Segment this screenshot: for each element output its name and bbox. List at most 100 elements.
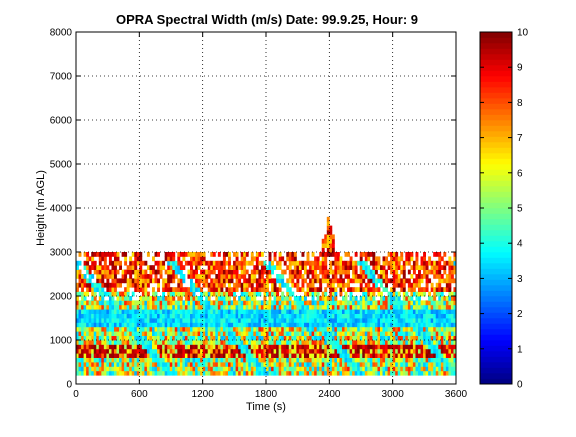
heatmap-cell	[342, 362, 345, 367]
heatmap-cell	[304, 370, 307, 376]
heatmap-cell	[78, 282, 82, 288]
heatmap-cell	[336, 252, 340, 257]
colorbar-swatch	[480, 263, 512, 269]
heatmap-cell	[448, 300, 452, 306]
heatmap-cell	[266, 362, 269, 367]
heatmap-cell	[96, 278, 100, 284]
heatmap-cell	[217, 322, 221, 328]
heatmap-cell	[319, 313, 323, 319]
heatmap-cell	[321, 269, 325, 275]
heatmap-cell	[364, 318, 368, 323]
heatmap-cell	[319, 322, 323, 328]
heatmap-cell	[182, 304, 186, 310]
heatmap-cell	[438, 287, 442, 292]
heatmap-cell	[372, 362, 376, 367]
heatmap-cell	[329, 247, 333, 253]
heatmap-cell	[402, 260, 406, 266]
heatmap-cell	[116, 340, 120, 345]
heatmap-cell	[309, 287, 312, 292]
heatmap-cell	[357, 353, 361, 358]
heatmap-cell	[245, 291, 249, 297]
heatmap-cell	[450, 366, 454, 372]
heatmap-cell	[114, 331, 117, 336]
heatmap-cell	[255, 309, 259, 314]
heatmap-cell	[420, 256, 424, 262]
heatmap-cell	[154, 357, 158, 363]
x-axis-label: Time (s)	[246, 401, 286, 413]
heatmap-cell	[149, 309, 153, 314]
heatmap-cell	[162, 335, 166, 341]
heatmap-cell	[268, 304, 272, 310]
heatmap-cell	[129, 278, 133, 284]
heatmap-cell	[293, 282, 297, 288]
heatmap-cell	[255, 370, 259, 376]
heatmap-cell	[263, 291, 267, 297]
heatmap-cell	[445, 348, 449, 354]
heatmap-cell	[169, 357, 173, 363]
heatmap-cell	[402, 291, 406, 297]
heatmap-cell	[304, 313, 307, 319]
heatmap-cell	[86, 304, 90, 310]
heatmap-cell	[101, 357, 105, 363]
heatmap-cell	[362, 366, 366, 372]
heatmap-cell	[364, 335, 368, 341]
heatmap-cell	[397, 313, 401, 319]
heatmap-cell	[202, 344, 206, 350]
colorbar-swatch	[480, 114, 512, 121]
heatmap-cell	[202, 260, 206, 266]
heatmap-cell	[309, 357, 312, 363]
heatmap-cell	[233, 326, 236, 332]
heatmap-cell	[141, 318, 145, 323]
heatmap-cell	[359, 309, 363, 314]
heatmap-cell	[344, 300, 348, 306]
heatmap-cell	[407, 357, 411, 363]
heatmap-cell	[271, 291, 274, 297]
heatmap-cell	[357, 362, 361, 367]
heatmap-cell	[250, 256, 254, 262]
heatmap-cell	[352, 309, 356, 314]
heatmap-cell	[235, 313, 239, 319]
heatmap-cell	[76, 269, 79, 275]
heatmap-cell	[212, 331, 216, 336]
heatmap-cell	[222, 252, 226, 257]
y-tick-label: 1000	[50, 336, 73, 347]
heatmap-cell	[354, 357, 358, 363]
heatmap-cell	[200, 366, 204, 372]
heatmap-cell	[433, 252, 437, 257]
heatmap-cell	[392, 282, 396, 288]
heatmap-cell	[329, 278, 333, 284]
heatmap-cell	[174, 318, 178, 323]
heatmap-cell	[321, 348, 325, 354]
heatmap-cell	[146, 326, 150, 332]
heatmap-cell	[380, 335, 383, 341]
heatmap-cell	[190, 344, 193, 350]
heatmap-cell	[309, 260, 312, 266]
heatmap-cell	[255, 313, 259, 319]
heatmap-cell	[453, 300, 457, 306]
heatmap-cell	[329, 335, 333, 341]
heatmap-cell	[78, 269, 82, 275]
heatmap-cell	[215, 304, 219, 310]
heatmap-cell	[321, 318, 325, 323]
heatmap-cell	[329, 313, 333, 319]
heatmap-cell	[78, 348, 82, 354]
heatmap-cell	[205, 278, 209, 284]
heatmap-cell	[402, 322, 406, 328]
heatmap-cell	[235, 287, 239, 292]
heatmap-cell	[385, 348, 388, 354]
heatmap-cell	[131, 366, 135, 372]
heatmap-cell	[212, 278, 216, 284]
heatmap-cell	[159, 344, 163, 350]
heatmap-cell	[281, 278, 285, 284]
heatmap-cell	[385, 357, 388, 363]
heatmap-cell	[336, 282, 340, 288]
heatmap-cell	[448, 362, 452, 367]
heatmap-cell	[233, 370, 236, 376]
heatmap-cell	[167, 304, 171, 310]
heatmap-cell	[159, 274, 163, 279]
heatmap-cell	[301, 265, 305, 270]
heatmap-cell	[228, 282, 231, 288]
heatmap-cell	[385, 300, 388, 306]
heatmap-cell	[286, 252, 290, 257]
heatmap-cell	[179, 348, 183, 354]
